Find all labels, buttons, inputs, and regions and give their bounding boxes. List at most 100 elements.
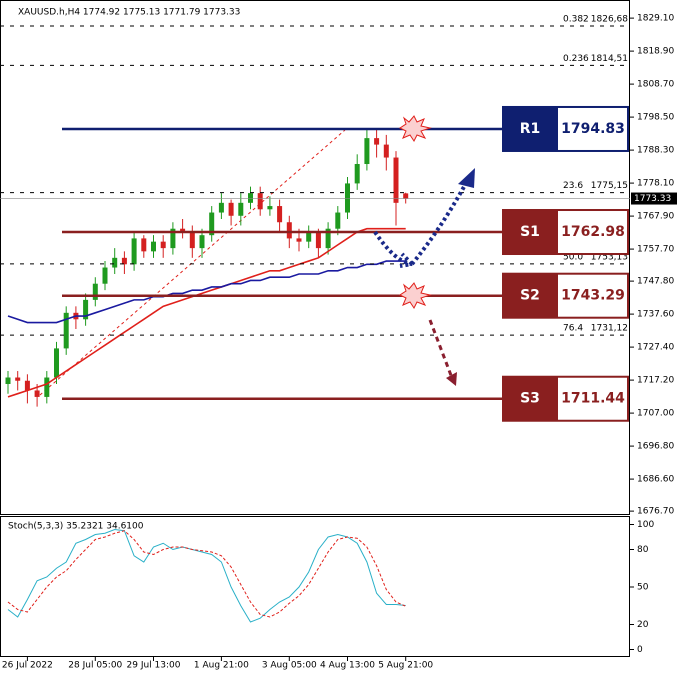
y-tick-label: 1707.00 bbox=[637, 409, 674, 419]
y-tick-label: 1686.60 bbox=[637, 475, 674, 485]
candle-body bbox=[286, 222, 292, 239]
fib-name: 0.236 bbox=[563, 54, 589, 64]
series-line bbox=[7, 227, 406, 398]
y-tick-label: 1727.40 bbox=[637, 343, 674, 353]
candle-body bbox=[267, 206, 273, 210]
candle-body bbox=[34, 390, 40, 397]
fib-name: 0.382 bbox=[563, 14, 589, 24]
fib-name: 50.0 bbox=[563, 252, 583, 262]
candle-body bbox=[383, 144, 389, 158]
series-line bbox=[7, 528, 406, 623]
y-tick-label: 1818.90 bbox=[637, 47, 674, 57]
y-tick-label: 1808.70 bbox=[637, 80, 674, 90]
candle-body bbox=[374, 138, 380, 145]
arrow-up bbox=[410, 184, 467, 266]
y-tick-label: 20 bbox=[637, 620, 649, 630]
y-tick-label: 0 bbox=[637, 645, 643, 655]
stoch-frame bbox=[0, 516, 630, 657]
candle-body bbox=[345, 183, 350, 213]
candle-body bbox=[24, 380, 30, 391]
candle-body bbox=[121, 257, 127, 265]
y-tick-label: 80 bbox=[637, 545, 649, 555]
candle-body bbox=[209, 212, 215, 236]
series-line bbox=[7, 530, 406, 618]
level-name-box bbox=[503, 210, 558, 255]
candle-body bbox=[325, 228, 331, 249]
arrow-head-up bbox=[458, 168, 475, 188]
level-name: S2 bbox=[520, 288, 540, 304]
arrow-down-path bbox=[373, 230, 414, 268]
current-price-label: 1773.33 bbox=[634, 194, 671, 204]
arrow-head-down bbox=[446, 372, 457, 386]
x-tick-label: 1 Aug 21:00 bbox=[194, 661, 249, 671]
level-value: 1762.98 bbox=[561, 224, 625, 240]
level-value: 1794.83 bbox=[561, 121, 625, 137]
chart-title: XAUUSD.h,H4 1774.92 1775.13 1771.79 1773… bbox=[18, 8, 240, 18]
burst-icon bbox=[399, 115, 432, 142]
candle-body bbox=[315, 231, 321, 249]
y-tick-label: 1767.90 bbox=[637, 212, 674, 222]
candle-body bbox=[364, 138, 370, 165]
candle-body bbox=[238, 202, 244, 216]
candle-body bbox=[102, 267, 108, 284]
candle-body bbox=[228, 202, 234, 216]
x-tick-label: 26 Jul 2022 bbox=[2, 661, 53, 671]
candle-body bbox=[141, 238, 147, 252]
y-tick-label: 1676.70 bbox=[637, 507, 674, 517]
y-tick-label: 1747.80 bbox=[637, 277, 674, 287]
candle-body bbox=[180, 228, 186, 232]
burst-icon bbox=[399, 282, 432, 309]
level-name: S3 bbox=[520, 391, 540, 407]
x-tick-label: 4 Aug 13:00 bbox=[320, 661, 375, 671]
x-tick-label: 3 Aug 05:00 bbox=[262, 661, 317, 671]
level-name-box bbox=[503, 273, 558, 318]
price-frame bbox=[0, 0, 630, 515]
candle-body bbox=[296, 238, 302, 242]
level-name-box bbox=[503, 106, 558, 151]
series-line bbox=[7, 260, 406, 324]
candle-body bbox=[403, 193, 409, 199]
candle-body bbox=[83, 299, 89, 320]
fib-name: 76.4 bbox=[563, 324, 583, 334]
y-tick-label: 1696.80 bbox=[637, 442, 674, 452]
fib-value: 1826,68 bbox=[591, 14, 628, 24]
candle-body bbox=[189, 231, 195, 249]
fib-value: 1775,15 bbox=[591, 181, 628, 191]
fib-name: 23.6 bbox=[563, 181, 583, 191]
candle-body bbox=[44, 377, 50, 397]
x-tick-label: 5 Aug 21:00 bbox=[378, 661, 433, 671]
level-name: S1 bbox=[520, 224, 540, 240]
fib-value: 1814,51 bbox=[591, 54, 628, 64]
y-tick-label: 1798.50 bbox=[637, 113, 674, 123]
candle-body bbox=[92, 283, 98, 300]
candle-body bbox=[218, 202, 224, 213]
fib-value: 1753,13 bbox=[591, 252, 628, 262]
candle-body bbox=[335, 212, 341, 229]
level-value: 1743.29 bbox=[561, 288, 625, 304]
candle-body bbox=[15, 377, 21, 381]
y-tick-label: 50 bbox=[637, 583, 649, 593]
level-name: R1 bbox=[520, 121, 541, 137]
arrow-down bbox=[428, 319, 454, 379]
y-tick-label: 1717.20 bbox=[637, 376, 674, 386]
candle-body bbox=[393, 157, 399, 203]
fib-value: 1731,12 bbox=[591, 324, 628, 334]
candle-body bbox=[112, 257, 118, 268]
candle-body bbox=[199, 235, 205, 249]
y-tick-label: 100 bbox=[637, 520, 654, 530]
level-value: 1711.44 bbox=[561, 391, 625, 407]
candle-body bbox=[277, 206, 283, 223]
fib-trend-line bbox=[39, 129, 346, 396]
candle-body bbox=[248, 193, 253, 203]
y-tick-label: 1737.60 bbox=[637, 310, 674, 320]
x-tick-label: 29 Jul 13:00 bbox=[127, 661, 181, 671]
candle-body bbox=[54, 348, 59, 378]
candle-body bbox=[63, 312, 69, 349]
candle-body bbox=[354, 164, 360, 184]
x-tick-label: 28 Jul 05:00 bbox=[68, 661, 122, 671]
y-tick-label: 1788.30 bbox=[637, 146, 674, 156]
candle-body bbox=[131, 238, 137, 265]
candle-body bbox=[257, 193, 263, 210]
